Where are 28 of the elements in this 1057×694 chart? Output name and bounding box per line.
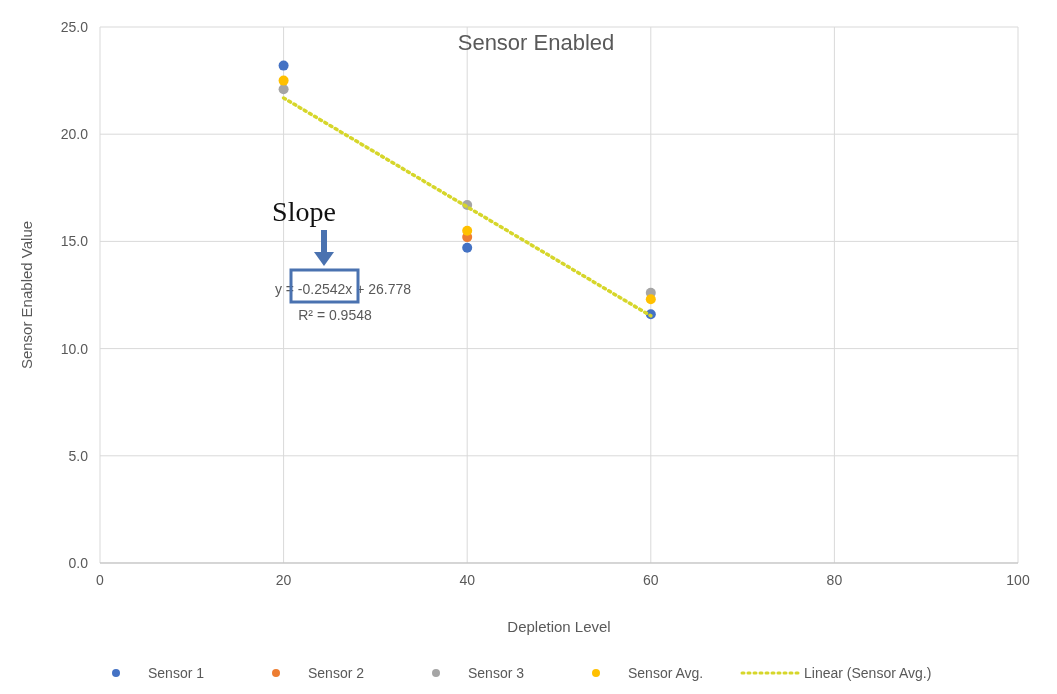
- y-tick-label: 25.0: [60, 19, 89, 35]
- x-tick-label: 0: [96, 572, 105, 588]
- y-tick-label: 15.0: [60, 233, 89, 250]
- legend-label: Sensor 2: [308, 665, 365, 681]
- x-axis-title: Depletion Level: [507, 618, 611, 635]
- legend-label: Sensor 1: [148, 665, 205, 681]
- point: [645, 294, 656, 305]
- x-tick-label: 40: [459, 572, 476, 588]
- y-tick-label: 10.0: [60, 340, 89, 357]
- annotation: R² = 0.9548: [298, 307, 372, 323]
- legend-label: Sensor 3: [468, 665, 525, 681]
- x-tick-label: 80: [826, 572, 843, 588]
- point: [278, 75, 289, 86]
- point: [278, 84, 289, 95]
- point: [462, 242, 473, 253]
- legend-label: Sensor Avg.: [628, 665, 704, 681]
- chart-title: Sensor Enabled: [457, 30, 615, 55]
- y-tick-label: 20.0: [60, 126, 89, 143]
- y-tick-label: 5.0: [68, 447, 89, 464]
- legend-label: Linear (Sensor Avg.): [804, 665, 932, 681]
- x-tick-label: 20: [275, 572, 292, 588]
- annotation: Slope: [272, 196, 336, 227]
- x-tick-label: 60: [643, 572, 659, 588]
- y-tick-label: 0.0: [68, 555, 89, 571]
- point: [462, 225, 473, 236]
- y-axis-title: Sensor Enabled Value: [18, 220, 35, 370]
- x-tick-label: 100: [1006, 572, 1030, 588]
- point: [278, 60, 289, 71]
